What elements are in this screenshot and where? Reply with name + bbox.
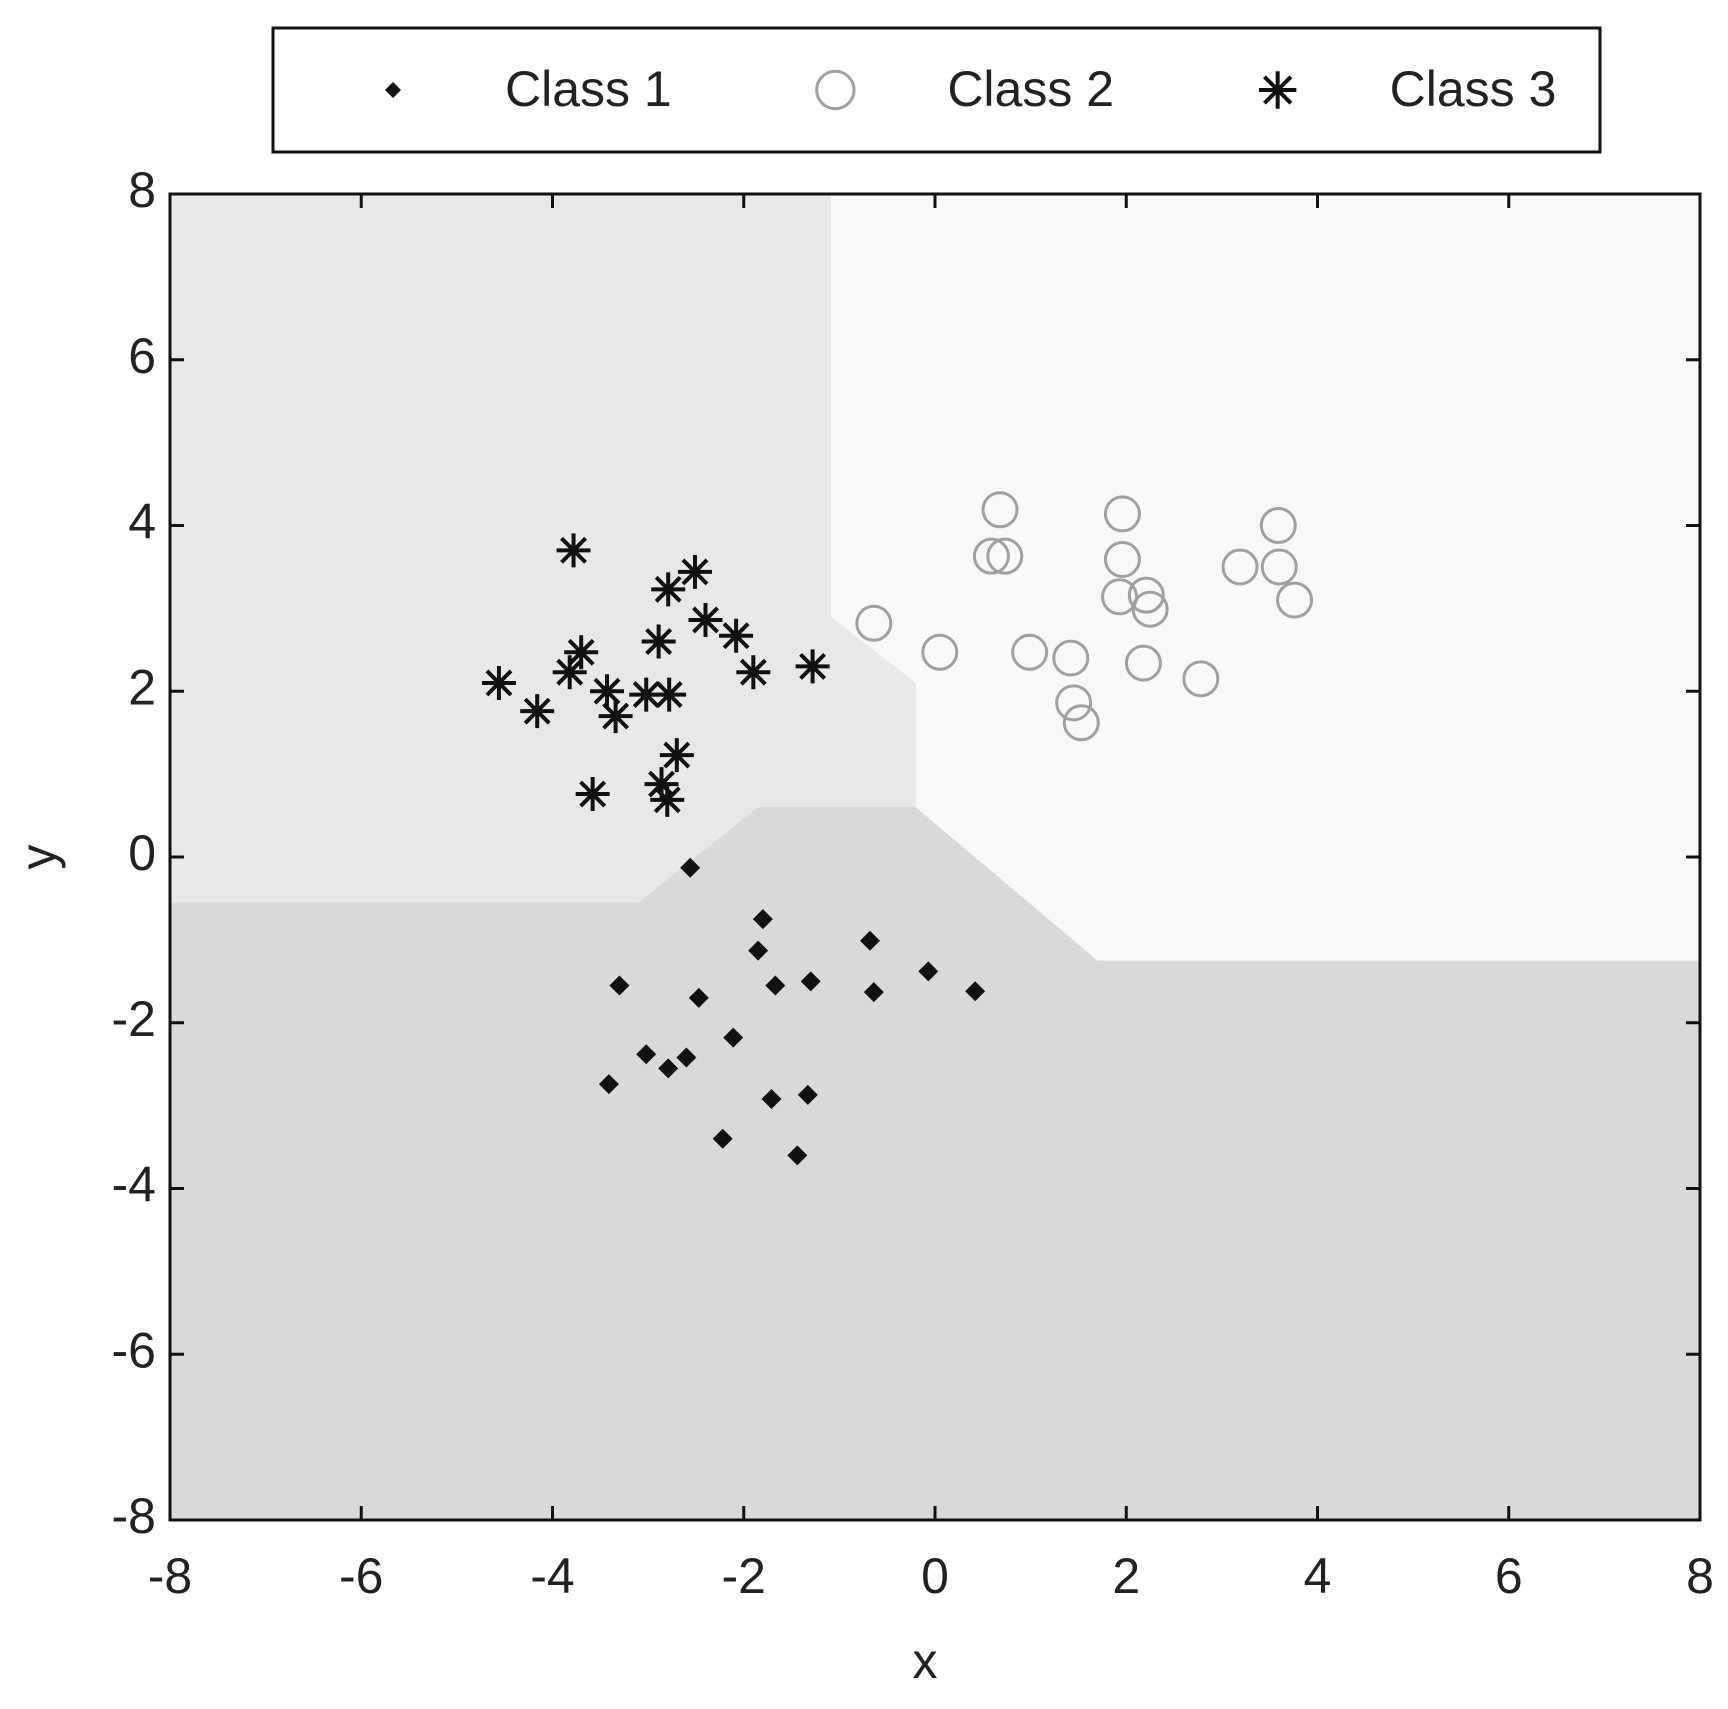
marker-circle <box>1062 704 1100 742</box>
marker-diamond <box>609 975 630 996</box>
x-tick-label: 8 <box>1686 1548 1714 1604</box>
marker-star <box>651 572 686 607</box>
marker-star <box>598 699 633 734</box>
marker-diamond <box>598 1074 619 1095</box>
marker-star <box>644 767 679 802</box>
marker-star <box>552 655 587 690</box>
marker-diamond <box>658 1058 679 1079</box>
marker-star <box>736 655 771 690</box>
marker-diamond <box>787 1145 808 1166</box>
marker-diamond <box>748 940 769 961</box>
y-tick-label: -2 <box>112 991 156 1047</box>
marker-star <box>688 602 723 637</box>
y-tick-label: -6 <box>112 1322 156 1378</box>
legend-label: Class 2 <box>947 61 1114 117</box>
marker-diamond <box>863 982 884 1003</box>
marker-circle <box>1259 507 1297 544</box>
marker-star <box>564 635 599 670</box>
marker-circle <box>1131 590 1169 628</box>
marker-circle <box>1127 576 1165 614</box>
marker-diamond <box>680 857 701 878</box>
legend-label: Class 1 <box>505 61 672 117</box>
y-tick-label: 4 <box>128 494 156 550</box>
marker-diamond <box>712 1128 733 1149</box>
marker-star <box>795 649 830 684</box>
legend-marker <box>1258 71 1297 109</box>
marker-star <box>556 533 591 568</box>
marker-circle <box>921 633 959 671</box>
marker-diamond <box>752 909 773 930</box>
marker-circle <box>1221 548 1259 586</box>
x-tick-label: -4 <box>530 1548 574 1604</box>
marker-diamond <box>800 971 821 992</box>
y-axis-label: y <box>10 845 66 870</box>
marker-star <box>719 618 754 653</box>
marker-star <box>590 674 625 709</box>
x-tick-label: 6 <box>1495 1548 1523 1604</box>
decision-region <box>170 807 1700 1520</box>
marker-star <box>629 677 664 712</box>
x-axis-label: x <box>913 1633 938 1689</box>
legend-marker <box>385 82 401 98</box>
x-tick-label: 4 <box>1304 1548 1332 1604</box>
marker-circle <box>1052 639 1090 677</box>
marker-circle <box>1260 548 1298 586</box>
marker-diamond <box>918 961 939 982</box>
marker-circle <box>1124 644 1162 682</box>
marker-star <box>481 665 516 700</box>
marker-diamond <box>688 987 709 1008</box>
marker-star <box>575 777 610 812</box>
marker-circle <box>986 537 1024 575</box>
marker-circle <box>1055 684 1093 722</box>
marker-diamond <box>761 1088 782 1109</box>
marker-circle <box>1182 660 1220 698</box>
marker-circle <box>981 491 1019 529</box>
y-tick-label: 0 <box>128 825 156 881</box>
marker-diamond <box>797 1084 818 1105</box>
marker-diamond <box>676 1047 697 1068</box>
legend-box <box>271 26 1602 154</box>
y-tick-label: 2 <box>128 659 156 715</box>
y-tick-label: -8 <box>112 1488 156 1544</box>
marker-circle <box>1011 633 1049 671</box>
marker-circle <box>972 537 1010 575</box>
legend-marker <box>815 69 856 111</box>
marker-diamond <box>965 981 986 1002</box>
marker-star <box>677 554 712 589</box>
x-tick-label: -2 <box>722 1548 766 1604</box>
marker-circle <box>1276 581 1314 619</box>
marker-star <box>520 694 555 729</box>
x-tick-label: 0 <box>921 1548 949 1604</box>
marker-star <box>650 782 685 817</box>
y-tick-label: 8 <box>128 162 156 218</box>
marker-diamond <box>723 1027 744 1048</box>
y-tick-label: -4 <box>112 1157 156 1213</box>
marker-diamond <box>765 975 786 996</box>
x-tick-label: 2 <box>1112 1548 1140 1604</box>
x-tick-label: -8 <box>148 1548 192 1604</box>
y-tick-label: 6 <box>128 328 156 384</box>
legend-label: Class 3 <box>1390 61 1557 117</box>
marker-star <box>641 624 676 659</box>
x-tick-label: -6 <box>339 1548 383 1604</box>
marker-circle <box>855 604 893 642</box>
marker-star <box>652 677 687 712</box>
marker-diamond <box>859 930 880 951</box>
marker-circle <box>1103 495 1141 533</box>
plot-frame <box>168 192 1702 1522</box>
marker-star <box>659 738 694 773</box>
marker-diamond <box>636 1044 657 1065</box>
marker-circle <box>1103 540 1141 578</box>
